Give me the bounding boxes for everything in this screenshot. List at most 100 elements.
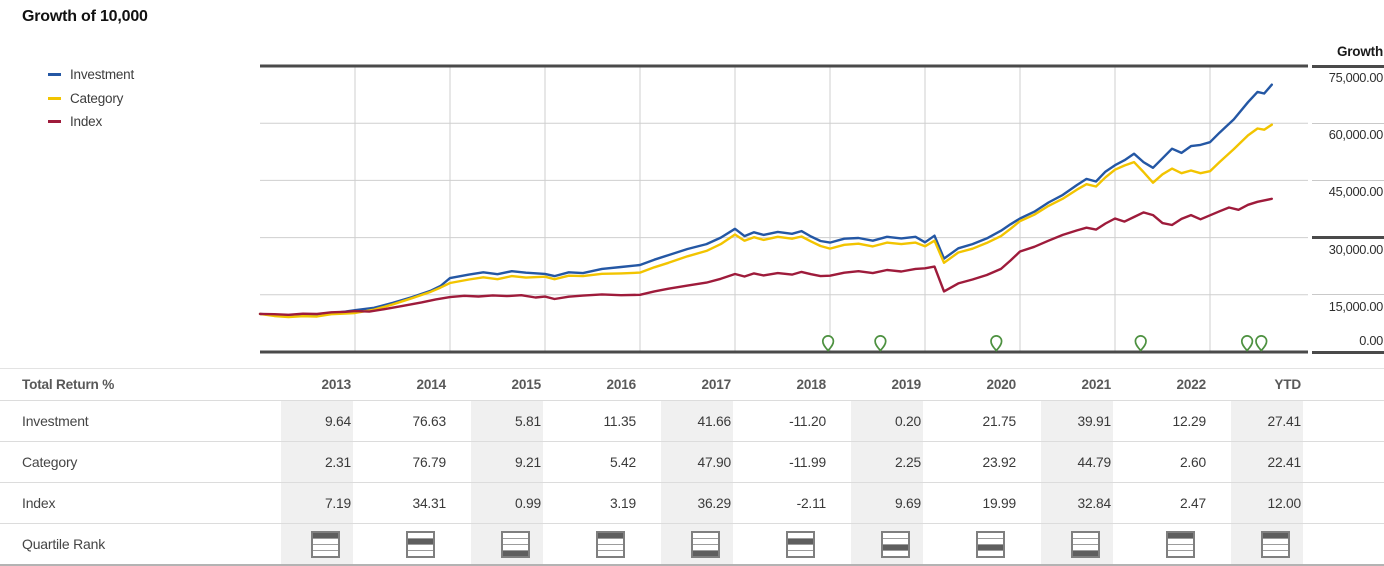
year-column-header: 2014 — [416, 377, 447, 392]
return-value-cell: 9.69 — [828, 483, 923, 523]
quartile-rank-icon-q4 — [1071, 530, 1100, 558]
year-column-header: 2018 — [796, 377, 827, 392]
return-value-cell: 0.99 — [448, 483, 543, 523]
axis-tick-label: 60,000.00 — [1328, 127, 1384, 143]
axis-tick-line — [1312, 64, 1384, 68]
quartile-cell — [828, 524, 923, 564]
return-value-cell: 12.00 — [1208, 483, 1303, 523]
return-row-category: Category 2.31 76.79 9.21 5.42 47.90 -11.99 2.25… — [0, 441, 1384, 482]
event-pin-icon[interactable] — [874, 335, 887, 352]
row-label: Investment — [22, 413, 89, 429]
axis-header-label: Growth — [1336, 44, 1383, 59]
year-column-header: 2015 — [511, 377, 542, 392]
quartile-cell — [733, 524, 828, 564]
 — [1303, 483, 1384, 523]
return-value-cell: 2.60 — [1179, 454, 1206, 470]
quartile-rank-icon-q4 — [691, 530, 720, 558]
quartile-rank-icon-q2 — [786, 530, 815, 558]
return-row-investment: Investment 9.64 76.63 5.81 11.35 41.66 -11.20 0… — [0, 400, 1384, 441]
return-value-cell: 2.25 — [828, 442, 923, 482]
year-column-header: 2021 — [1081, 377, 1112, 392]
legend-item-index: Index — [48, 110, 134, 134]
return-value-cell: 9.64 — [258, 401, 353, 441]
return-value-cell: 3.19 — [609, 495, 636, 511]
growth-chart-plot[interactable] — [0, 0, 1384, 368]
quartile-rank-icon-q1 — [1261, 530, 1290, 558]
axis-tick-label: 0.00 — [1359, 333, 1383, 348]
quartile-cell — [353, 524, 448, 564]
event-pin-icon[interactable] — [1134, 335, 1147, 352]
return-value-cell: 19.99 — [982, 495, 1016, 511]
quartile-rank-icon-q1 — [311, 530, 340, 558]
event-pin-icon[interactable] — [1240, 335, 1254, 352]
page-title: Growth of 10,000 — [22, 8, 148, 25]
return-value-cell: 7.19 — [258, 483, 353, 523]
legend-label: Investment — [70, 67, 135, 83]
return-value-cell: 11.35 — [603, 413, 636, 429]
legend-label: Index — [70, 114, 103, 130]
return-value-cell: 0.20 — [828, 401, 923, 441]
total-return-table: Total Return % 2013 2014 2015 2016 2017 2018 20… — [0, 368, 1384, 566]
year-column-header: YTD — [1274, 377, 1301, 392]
return-value-cell: 32.84 — [1018, 483, 1113, 523]
series-line-category — [258, 123, 1274, 319]
return-value-cell: 41.66 — [638, 401, 733, 441]
return-value-cell: 5.81 — [448, 401, 543, 441]
legend-swatch-icon — [48, 120, 61, 124]
return-value-cell: 21.75 — [982, 413, 1016, 429]
return-value-cell: 36.29 — [638, 483, 733, 523]
return-value-cell: 5.42 — [609, 454, 636, 470]
return-value-cell: 47.90 — [638, 442, 733, 482]
chart-legend: Investment Category Index — [48, 63, 134, 134]
return-value-cell: -11.99 — [789, 454, 826, 470]
axis-tick-line — [1312, 122, 1384, 124]
axis-tick-label: 45,000.00 — [1328, 184, 1384, 200]
event-pin-icon[interactable] — [821, 335, 835, 352]
return-value-cell: 23.92 — [982, 454, 1016, 470]
legend-swatch-icon — [48, 73, 61, 77]
return-row-index: Index 7.19 34.31 0.99 3.19 36.29 -2.11 9.69 19.9… — [0, 482, 1384, 523]
quartile-rank-icon-q1 — [1166, 530, 1195, 558]
return-table-header-row: Total Return % 2013 2014 2015 2016 2017 2018 20… — [0, 368, 1384, 400]
quartile-cell — [1018, 524, 1113, 564]
return-value-cell: -11.20 — [789, 413, 826, 429]
quartile-rank-row: Quartile Rank — [0, 523, 1384, 566]
year-column-header: 2013 — [321, 377, 352, 392]
legend-label: Category — [70, 90, 124, 106]
year-column-header: 2016 — [606, 377, 637, 392]
legend-item-category: Category — [48, 87, 134, 111]
quartile-cell — [258, 524, 353, 564]
return-value-cell: 39.91 — [1018, 401, 1113, 441]
axis-tick-label: 75,000.00 — [1328, 70, 1384, 85]
 — [1303, 442, 1384, 482]
 — [1303, 401, 1384, 441]
return-value-cell: 22.41 — [1208, 442, 1303, 482]
quartile-cell — [1113, 524, 1208, 564]
return-value-cell: 9.21 — [448, 442, 543, 482]
 — [1303, 369, 1384, 400]
table-header-label: Total Return % — [22, 377, 115, 392]
return-value-cell: 34.31 — [412, 495, 446, 511]
quartile-rank-icon-q3 — [976, 530, 1005, 558]
legend-item-investment: Investment — [48, 63, 134, 87]
quartile-cell — [543, 524, 638, 564]
return-value-cell: 27.41 — [1208, 401, 1303, 441]
return-value-cell: 12.29 — [1172, 413, 1206, 429]
year-column-header: 2020 — [986, 377, 1017, 392]
axis-tick-label: 15,000.00 — [1328, 298, 1384, 314]
axis-tick-line — [1312, 350, 1384, 354]
row-label: Category — [22, 454, 78, 470]
quartile-rank-icon-q1 — [596, 530, 625, 558]
axis-tick-label: 30,000.00 — [1328, 241, 1384, 257]
row-label: Index — [22, 495, 56, 511]
growth-axis-panel: Growth 75,000.00 60,000.00 45,000.00 30,000… — [1312, 0, 1384, 368]
series-line-investment — [258, 83, 1274, 318]
event-pin-icon[interactable] — [1255, 335, 1268, 352]
quartile-cell — [1208, 524, 1303, 564]
event-pin-icon[interactable] — [990, 335, 1003, 352]
return-value-cell: 2.47 — [1179, 495, 1206, 511]
legend-swatch-icon — [48, 96, 61, 100]
row-label: Quartile Rank — [22, 536, 105, 552]
quartile-rank-icon-q3 — [881, 530, 910, 558]
quartile-rank-icon-q4 — [501, 530, 530, 558]
